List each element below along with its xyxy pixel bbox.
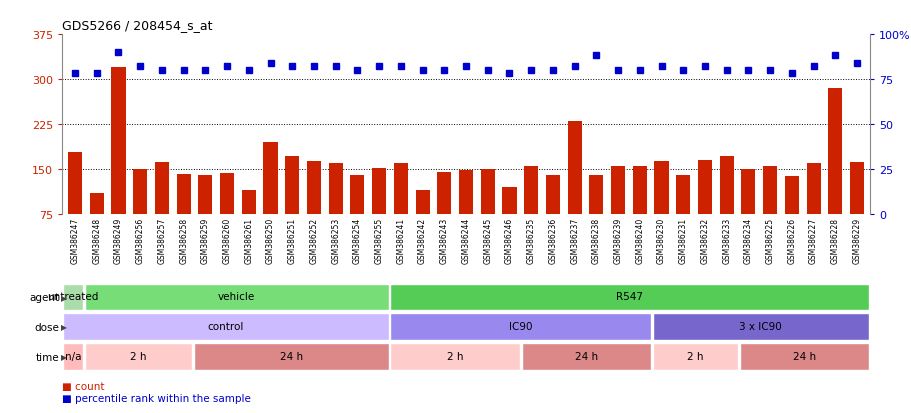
FancyBboxPatch shape xyxy=(63,314,388,340)
Bar xyxy=(177,174,190,259)
Bar xyxy=(89,193,104,259)
Bar xyxy=(480,169,495,259)
Bar xyxy=(307,161,321,259)
Bar xyxy=(155,162,169,259)
Bar xyxy=(589,176,603,259)
Bar xyxy=(632,166,646,259)
Bar xyxy=(220,173,234,259)
Bar xyxy=(849,162,863,259)
Text: 2 h: 2 h xyxy=(130,351,147,361)
Bar xyxy=(372,168,385,259)
Bar xyxy=(546,176,559,259)
Bar xyxy=(241,190,256,259)
Text: 24 h: 24 h xyxy=(792,351,815,361)
Text: ▶: ▶ xyxy=(61,352,67,361)
FancyBboxPatch shape xyxy=(63,284,83,311)
FancyBboxPatch shape xyxy=(194,344,388,370)
Text: IC90: IC90 xyxy=(508,321,532,332)
Text: 3 x IC90: 3 x IC90 xyxy=(739,321,782,332)
Bar xyxy=(111,68,126,259)
FancyBboxPatch shape xyxy=(651,314,868,340)
FancyBboxPatch shape xyxy=(739,344,868,370)
Bar xyxy=(719,156,733,259)
FancyBboxPatch shape xyxy=(651,344,737,370)
FancyBboxPatch shape xyxy=(63,344,83,370)
Bar xyxy=(697,160,711,259)
Text: untreated: untreated xyxy=(47,292,98,302)
Text: control: control xyxy=(208,321,244,332)
Text: 2 h: 2 h xyxy=(446,351,463,361)
Bar xyxy=(198,176,212,259)
FancyBboxPatch shape xyxy=(390,344,519,370)
Bar xyxy=(805,164,820,259)
Bar xyxy=(502,188,516,259)
Text: ■ percentile rank within the sample: ■ percentile rank within the sample xyxy=(62,393,251,403)
Bar xyxy=(763,166,776,259)
Bar xyxy=(328,164,343,259)
Text: n/a: n/a xyxy=(65,351,81,361)
Text: R547: R547 xyxy=(616,292,642,302)
Bar xyxy=(827,88,842,259)
Bar xyxy=(524,166,537,259)
Bar xyxy=(458,171,473,259)
Text: vehicle: vehicle xyxy=(218,292,255,302)
Text: time: time xyxy=(36,352,59,362)
Bar xyxy=(784,177,798,259)
Text: ■ count: ■ count xyxy=(62,382,105,392)
Bar xyxy=(285,156,299,259)
Text: ▶: ▶ xyxy=(61,323,67,332)
Bar xyxy=(133,169,147,259)
FancyBboxPatch shape xyxy=(390,314,650,340)
Bar xyxy=(675,176,690,259)
Bar xyxy=(263,142,277,259)
FancyBboxPatch shape xyxy=(390,284,868,311)
Bar xyxy=(741,169,754,259)
Text: dose: dose xyxy=(35,322,59,332)
Bar xyxy=(394,164,407,259)
Text: 24 h: 24 h xyxy=(574,351,597,361)
Text: GDS5266 / 208454_s_at: GDS5266 / 208454_s_at xyxy=(62,19,212,32)
Text: 24 h: 24 h xyxy=(280,351,302,361)
Bar xyxy=(350,176,364,259)
Bar xyxy=(567,121,581,259)
Bar xyxy=(610,166,624,259)
FancyBboxPatch shape xyxy=(85,344,192,370)
FancyBboxPatch shape xyxy=(521,344,650,370)
Text: agent: agent xyxy=(29,292,59,302)
Bar xyxy=(436,173,451,259)
FancyBboxPatch shape xyxy=(85,284,388,311)
Bar xyxy=(68,153,82,259)
Bar xyxy=(415,190,429,259)
Text: 2 h: 2 h xyxy=(686,351,702,361)
Text: ▶: ▶ xyxy=(61,293,67,302)
Bar xyxy=(654,161,668,259)
